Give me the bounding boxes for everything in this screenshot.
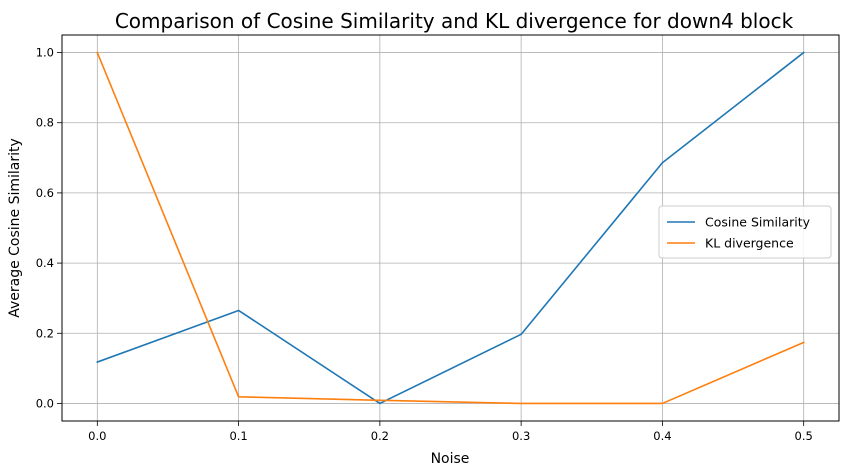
x-tick-label-4: 0.4 <box>653 429 671 443</box>
y-tick-label-5: 1.0 <box>36 46 54 60</box>
series-layer <box>96 51 805 405</box>
legend-box <box>658 205 832 259</box>
y-tick-label-1: 0.2 <box>36 326 54 340</box>
x-axis-label: Noise <box>431 451 470 467</box>
x-tick-label-0: 0.0 <box>88 429 106 443</box>
y-tick-label-2: 0.4 <box>36 256 54 270</box>
x-tick-label-3: 0.3 <box>512 429 530 443</box>
chart-title: Comparison of Cosine Similarity and KL d… <box>115 9 794 33</box>
y-tick-label-3: 0.6 <box>36 186 54 200</box>
x-tick-label-2: 0.2 <box>371 429 389 443</box>
plot-frame <box>61 34 840 422</box>
x-axis-ticks: 0.0 0.1 0.2 0.3 0.4 0.5 <box>88 421 813 443</box>
y-tick-label-4: 0.8 <box>36 116 54 130</box>
legend: Cosine Similarity KL divergence <box>658 205 832 259</box>
grid <box>62 35 839 421</box>
x-tick-label-1: 0.1 <box>229 429 247 443</box>
y-axis-label: Average Cosine Similarity <box>7 138 23 318</box>
legend-label-0: Cosine Similarity <box>705 215 811 230</box>
y-axis-ticks: 0.0 0.2 0.4 0.6 0.8 1.0 <box>36 46 62 410</box>
series-line-1 <box>96 51 805 405</box>
legend-label-1: KL divergence <box>705 236 794 251</box>
series-line-0 <box>96 51 805 405</box>
y-tick-label-0: 0.0 <box>36 396 54 410</box>
x-tick-label-5: 0.5 <box>795 429 813 443</box>
